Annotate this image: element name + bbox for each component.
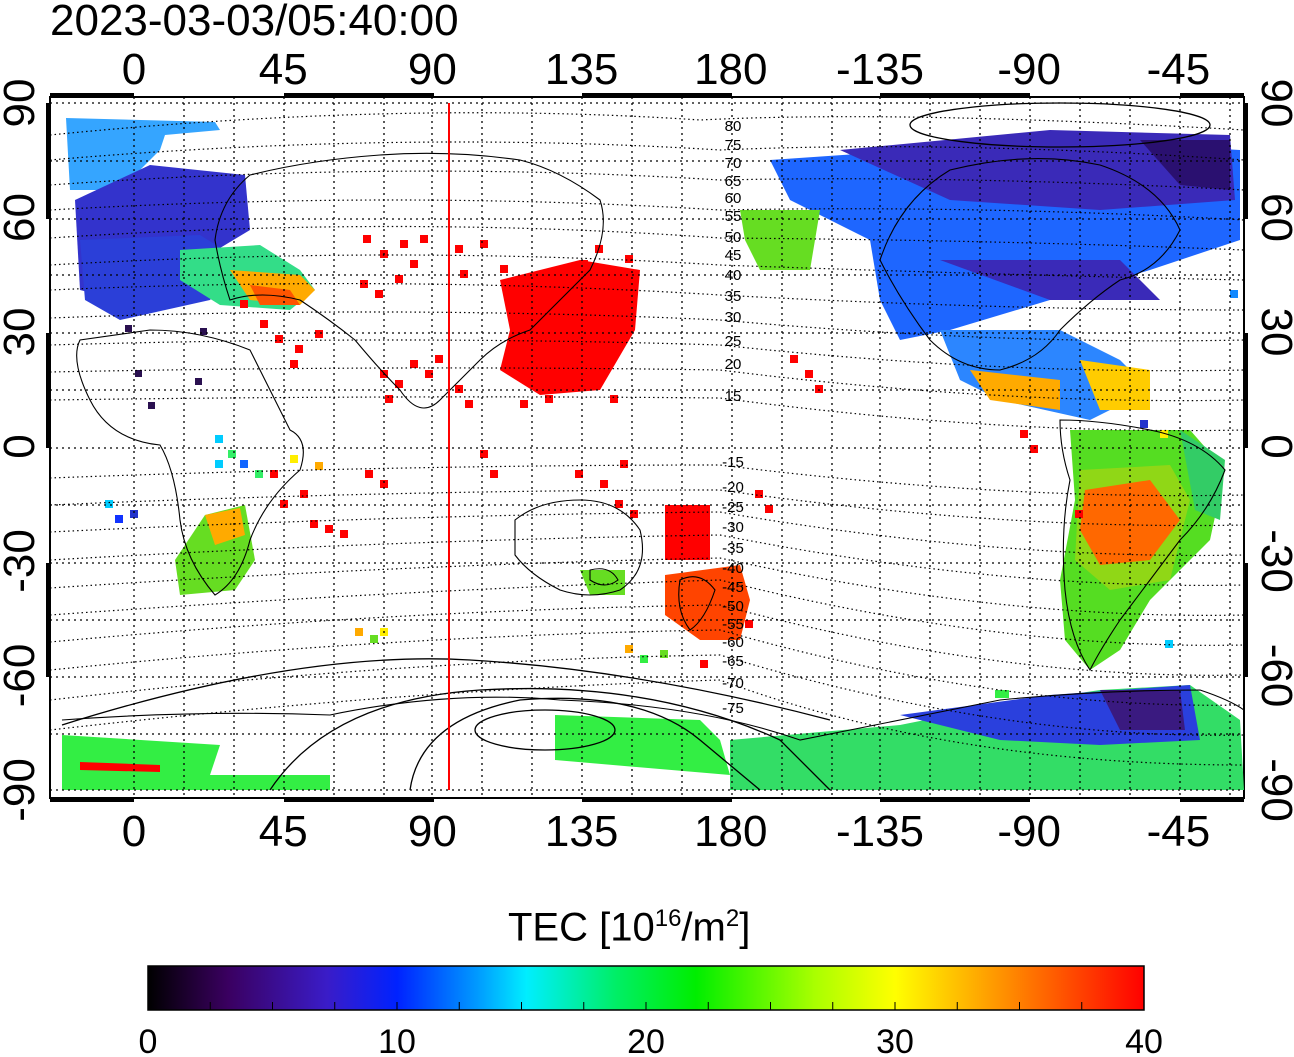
- contour-label: -20: [722, 479, 744, 496]
- right-lat-tick-label: 60: [1252, 193, 1294, 242]
- contour-label: -75: [722, 700, 744, 717]
- right-lat-tick-label: -90: [1252, 758, 1294, 822]
- contour-label: -60: [722, 634, 744, 651]
- contour-label: 70: [725, 155, 742, 172]
- top-lon-tick-label: -90: [997, 45, 1061, 94]
- left-lat-tick-label: -90: [0, 758, 44, 822]
- right-lat-tick-label: 90: [1252, 79, 1294, 128]
- colorbar-tick-label: 20: [627, 1023, 665, 1057]
- contour-label: 20: [725, 356, 742, 373]
- bottom-lon-tick-label: -45: [1147, 807, 1211, 856]
- contour-label: -40: [722, 560, 744, 577]
- bottom-lon-tick-label: -135: [836, 807, 924, 856]
- tec-data-layer: [62, 118, 1244, 790]
- top-lon-tick-label: 135: [545, 45, 618, 94]
- magnetic-contours: [50, 112, 1244, 766]
- colorbar-tick-label: 30: [876, 1023, 914, 1057]
- bottom-lon-tick-label: 45: [259, 807, 308, 856]
- right-lat-tick-label: 0: [1252, 434, 1294, 458]
- contour-label: -25: [722, 499, 744, 516]
- contour-label: -65: [722, 653, 744, 670]
- colorbar-tick-label: 0: [139, 1023, 158, 1057]
- south-pole-contours: [61, 102, 1211, 791]
- top-lon-tick-label: -45: [1147, 45, 1211, 94]
- left-latitude-labels: 90 60 30 0 -30 -60 -90: [0, 79, 44, 822]
- bottom-lon-tick-label: 180: [694, 807, 767, 856]
- coastlines: [61, 152, 1244, 741]
- frame-ticks: [46, 93, 1248, 802]
- top-lon-tick-label: -135: [836, 45, 924, 94]
- bottom-lon-tick-label: 0: [122, 807, 146, 856]
- left-lat-tick-label: -60: [0, 644, 44, 708]
- top-lon-tick-label: 90: [408, 45, 457, 94]
- left-lat-tick-label: 90: [0, 79, 44, 128]
- bottom-longitude-labels: 0 45 90 135 180 -135 -90 -45: [122, 807, 1210, 856]
- left-lat-tick-label: 30: [0, 308, 44, 357]
- bottom-lon-tick-label: -90: [997, 807, 1061, 856]
- top-longitude-labels: 0 45 90 135 180 -135 -90 -45: [122, 45, 1210, 94]
- right-lat-tick-label: -30: [1252, 529, 1294, 593]
- bottom-lon-tick-label: 90: [408, 807, 457, 856]
- contour-label: 55: [725, 208, 742, 225]
- colorbar-minor-ticks: [147, 1002, 1145, 1010]
- contour-label: -15: [722, 454, 744, 471]
- left-lat-tick-label: 0: [0, 434, 44, 458]
- contour-label: 15: [725, 388, 742, 405]
- contour-label: 80: [725, 118, 742, 135]
- colorbar-tick-labels: 0 10 20 30 40: [139, 1023, 1163, 1057]
- right-lat-tick-label: -60: [1252, 644, 1294, 708]
- right-lat-tick-label: 30: [1252, 308, 1294, 357]
- contour-label: 25: [725, 333, 742, 350]
- colorbar-tick-label: 10: [378, 1023, 416, 1057]
- contour-label: 60: [725, 190, 742, 207]
- colorbar-title: TEC [1016/m2]: [508, 905, 751, 950]
- top-lon-tick-label: 180: [694, 45, 767, 94]
- contour-label: -70: [722, 675, 744, 692]
- left-lat-tick-label: 60: [0, 193, 44, 242]
- map-title: 2023-03-03/05:40:00: [50, 0, 459, 45]
- left-lat-tick-label: -30: [0, 529, 44, 593]
- contour-label: 75: [725, 137, 742, 154]
- bottom-lon-tick-label: 135: [545, 807, 618, 856]
- contour-label: 30: [725, 309, 742, 326]
- contour-label: 40: [725, 267, 742, 284]
- contour-label: -35: [722, 540, 744, 557]
- contour-label: 50: [725, 229, 742, 246]
- contour-label: 65: [725, 173, 742, 190]
- tec-sparse-points: [240, 235, 1083, 668]
- contour-label: 35: [725, 288, 742, 305]
- top-lon-tick-label: 0: [122, 45, 146, 94]
- colorbar-tick-label: 40: [1125, 1023, 1163, 1057]
- contour-label: -55: [722, 616, 744, 633]
- right-latitude-labels: 90 60 30 0 -30 -60 -90: [1252, 79, 1294, 822]
- contour-label: -50: [722, 598, 744, 615]
- contour-label: -45: [722, 579, 744, 596]
- contour-label: 45: [725, 247, 742, 264]
- contour-label: -30: [722, 519, 744, 536]
- top-lon-tick-label: 45: [259, 45, 308, 94]
